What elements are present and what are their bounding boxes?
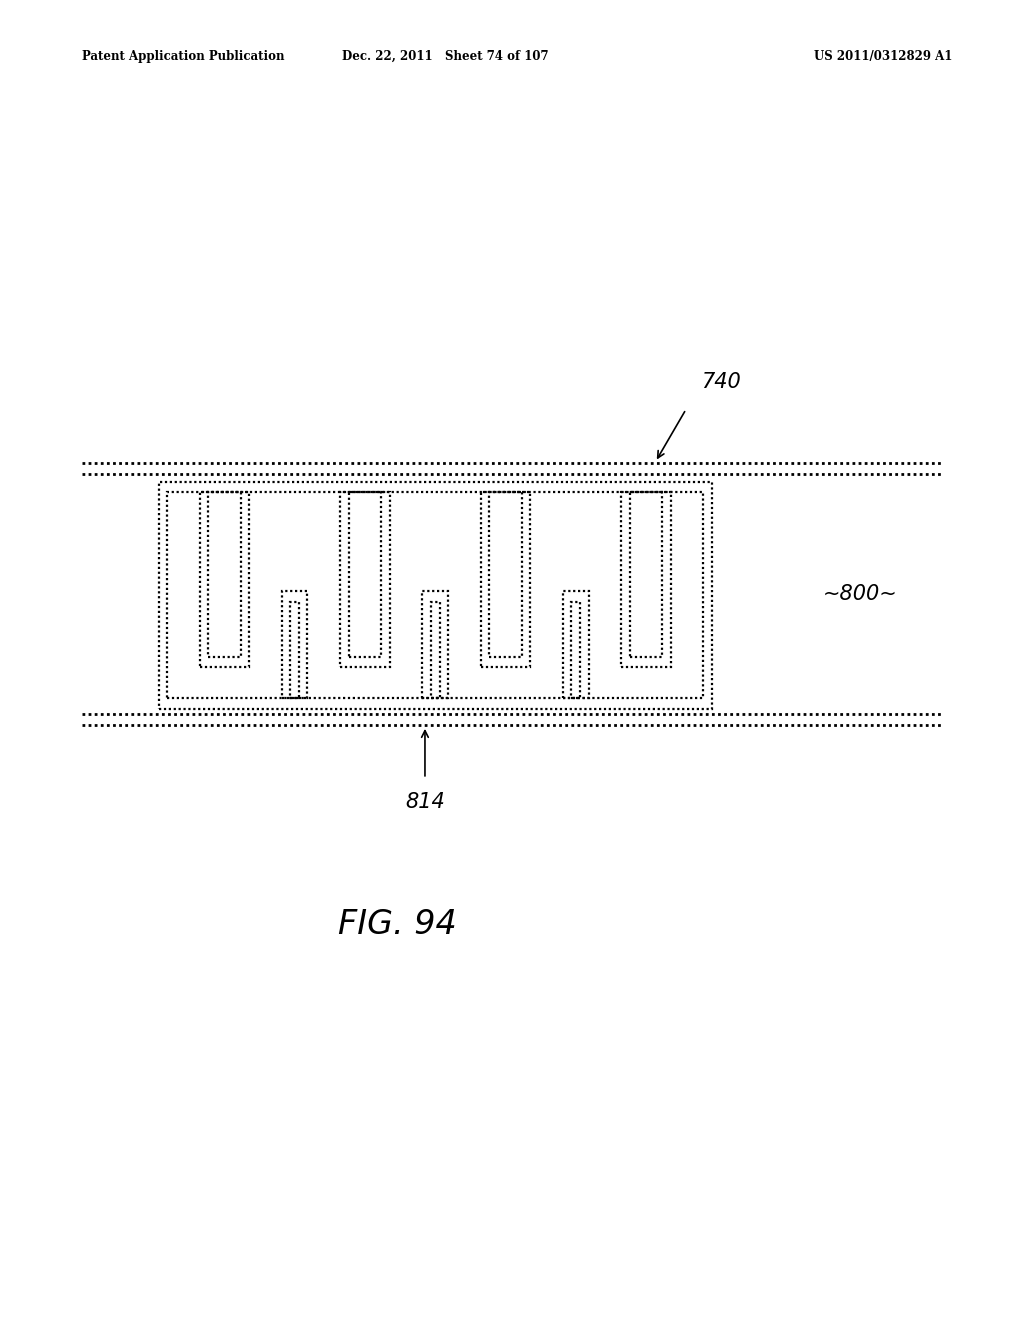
Text: US 2011/0312829 A1: US 2011/0312829 A1 [814, 50, 952, 63]
Bar [422, 591, 449, 698]
Text: Patent Application Publication: Patent Application Publication [82, 50, 285, 63]
Bar [489, 492, 522, 657]
Bar [200, 492, 249, 668]
Text: 814: 814 [406, 792, 444, 812]
Bar [159, 482, 712, 709]
Bar [340, 492, 389, 668]
Bar [481, 492, 530, 668]
Bar [571, 602, 581, 698]
Bar [282, 591, 307, 698]
Bar [290, 602, 299, 698]
Bar [430, 602, 440, 698]
Text: Dec. 22, 2011   Sheet 74 of 107: Dec. 22, 2011 Sheet 74 of 107 [342, 50, 549, 63]
Text: FIG. 94: FIG. 94 [338, 908, 457, 940]
Bar [622, 492, 671, 668]
Bar [208, 492, 241, 657]
Bar [630, 492, 663, 657]
Bar [563, 591, 589, 698]
Text: ~800~: ~800~ [823, 583, 897, 605]
Bar [348, 492, 381, 657]
Bar [167, 492, 703, 698]
Text: 740: 740 [701, 372, 741, 392]
